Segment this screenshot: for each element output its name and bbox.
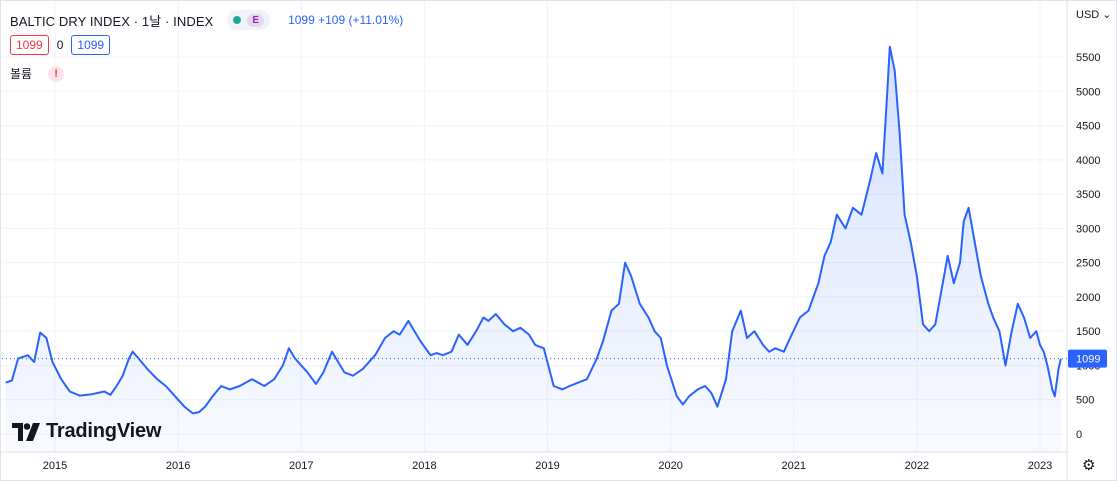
tradingview-logo[interactable]: TradingView (12, 420, 161, 443)
y-axis-labels[interactable]: 0500100015002000250030003500400045005000… (1076, 52, 1100, 441)
y-tick-label: 4500 (1076, 121, 1100, 133)
volume-label[interactable]: 볼륨 (10, 67, 33, 81)
y-tick-label: 2500 (1076, 258, 1100, 270)
y-tick-label: 0 (1076, 429, 1082, 441)
status-pill[interactable]: E (227, 10, 271, 30)
ohlc-row: 1099 0 1099 (10, 35, 111, 55)
x-tick-label: 2023 (1028, 460, 1052, 472)
x-tick-label: 2022 (905, 460, 929, 472)
x-axis-labels[interactable]: 2015 2016 2017 2018 2019 2020 2021 2022 2023 (43, 460, 1052, 472)
y-tick-label: 2000 (1076, 292, 1100, 304)
sell-price-box[interactable]: 1099 (10, 35, 49, 55)
buy-price-box[interactable]: 1099 (71, 35, 111, 55)
brand-name: TradingView (46, 420, 162, 442)
volume-row: 볼륨 ! (10, 65, 65, 82)
y-tick-label: 5000 (1076, 86, 1100, 98)
x-tick-label: 2016 (166, 460, 190, 472)
chart-legend: BALTIC DRY INDEX · 1날 · INDEX E 1099 +10… (10, 10, 403, 30)
symbol-title[interactable]: BALTIC DRY INDEX · 1날 · INDEX (10, 13, 214, 29)
series-line (5, 45, 1062, 415)
last-price-tag-background (1068, 349, 1107, 368)
chevron-down-icon: ⌄ (1102, 9, 1112, 21)
warning-icon[interactable]: ! (48, 65, 65, 82)
y-tick-label: 3500 (1076, 189, 1100, 201)
x-tick-label: 2018 (412, 460, 436, 472)
x-tick-label: 2017 (289, 460, 313, 472)
y-tick-label: 3000 (1076, 223, 1100, 235)
last-price-tag: 1099 (1068, 349, 1107, 368)
x-tick-label: 2020 (658, 460, 682, 472)
y-tick-label: 500 (1076, 395, 1094, 407)
y-tick-label: 1500 (1076, 326, 1100, 338)
series-area-fill (5, 46, 1061, 452)
tradingview-logo-icon (12, 422, 40, 441)
x-tick-label: 2019 (535, 460, 559, 472)
gear-icon[interactable]: ⚙ (1082, 457, 1096, 474)
market-status-dot-icon (233, 16, 242, 24)
event-badge[interactable]: E (247, 13, 265, 27)
y-tick-label: 4000 (1076, 155, 1100, 167)
y-tick-label: 5500 (1076, 52, 1100, 64)
currency-selector[interactable]: USD ⌄ (1076, 8, 1112, 21)
last-price-tag-text: 1099 (1076, 354, 1100, 366)
x-tick-label: 2021 (782, 460, 806, 472)
currency-label: USD (1076, 9, 1100, 21)
spread-value: 0 (56, 38, 64, 52)
price-change-text: 1099 +109 (+11.01%) (288, 13, 404, 27)
x-tick-label: 2015 (43, 460, 67, 472)
